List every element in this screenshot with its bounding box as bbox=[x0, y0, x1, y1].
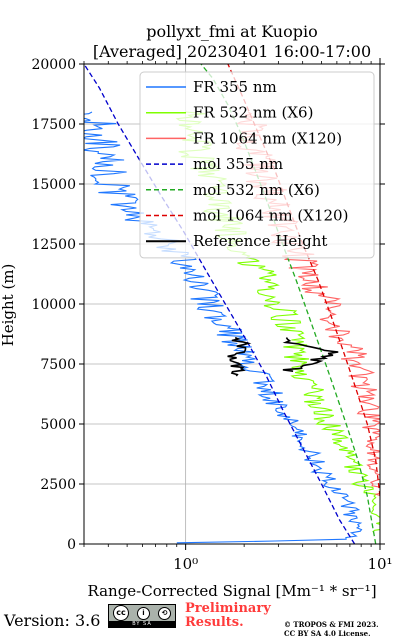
cc-icon: cc bbox=[113, 605, 129, 621]
y-tick-label: 12500 bbox=[31, 237, 76, 253]
x-tick-label: 10¹ bbox=[367, 555, 392, 573]
lidar-profile-chart: pollyxt_fmi at Kuopio [Averaged] 2023040… bbox=[0, 22, 393, 600]
x-tick-label: 10⁰ bbox=[173, 555, 198, 573]
cc-license-badge[interactable]: cc i ⟲ BY SA bbox=[108, 604, 176, 628]
chart-subtitle: [Averaged] 20230401 16:00-17:00 bbox=[93, 42, 371, 61]
attribution-icon: i bbox=[137, 606, 150, 620]
preliminary-line-2: Results. bbox=[185, 615, 244, 630]
y-tick-label: 7500 bbox=[40, 357, 76, 373]
legend-label: FR 1064 nm (X120) bbox=[193, 129, 342, 147]
y-tick-label: 20000 bbox=[31, 57, 76, 73]
y-axis-label: Height (m) bbox=[0, 264, 17, 347]
plot-area: 0 2500 5000 7500 10000 12500 15000 17500 20000 10… bbox=[31, 57, 392, 573]
preliminary-line-1: Preliminary bbox=[185, 601, 271, 616]
cc-badge-label: BY SA bbox=[109, 621, 175, 628]
series-reference-height-532 bbox=[282, 337, 339, 372]
y-tick-label: 10000 bbox=[31, 297, 76, 313]
legend-box bbox=[139, 71, 375, 259]
legend-label: mol 355 nm bbox=[193, 155, 283, 173]
copyright-line-2: CC BY SA 4.0 License. bbox=[284, 629, 371, 638]
legend-label: mol 532 nm (X6) bbox=[193, 181, 320, 199]
legend-label: mol 1064 nm (X120) bbox=[193, 207, 348, 225]
y-tick-label: 17500 bbox=[31, 117, 76, 133]
legend-label: FR 532 nm (X6) bbox=[193, 104, 313, 122]
x-axis-label: Range-Corrected Signal [Mm⁻¹ * sr⁻¹] bbox=[87, 582, 376, 600]
y-tick-label: 0 bbox=[67, 537, 76, 553]
version-label: Version: 3.6 bbox=[4, 611, 101, 630]
series-mol-355-nm bbox=[84, 64, 356, 544]
series-fr-355-nm bbox=[84, 111, 363, 544]
y-tick-label: 15000 bbox=[31, 177, 76, 193]
share-alike-icon: ⟲ bbox=[158, 606, 171, 620]
copyright-line-1: © TROPOS & FMI 2023. bbox=[284, 620, 379, 629]
legend-label: Reference Height bbox=[193, 232, 327, 250]
chart-title: pollyxt_fmi at Kuopio bbox=[146, 22, 317, 41]
preliminary-notice: Preliminary Results. bbox=[185, 602, 271, 630]
copyright-notice: © TROPOS & FMI 2023. CC BY SA 4.0 Licens… bbox=[284, 620, 379, 638]
y-tick-label: 5000 bbox=[40, 417, 76, 433]
legend-label: FR 355 nm bbox=[193, 78, 277, 96]
y-tick-label: 2500 bbox=[40, 477, 76, 493]
series-reference-height-355 bbox=[227, 336, 252, 377]
